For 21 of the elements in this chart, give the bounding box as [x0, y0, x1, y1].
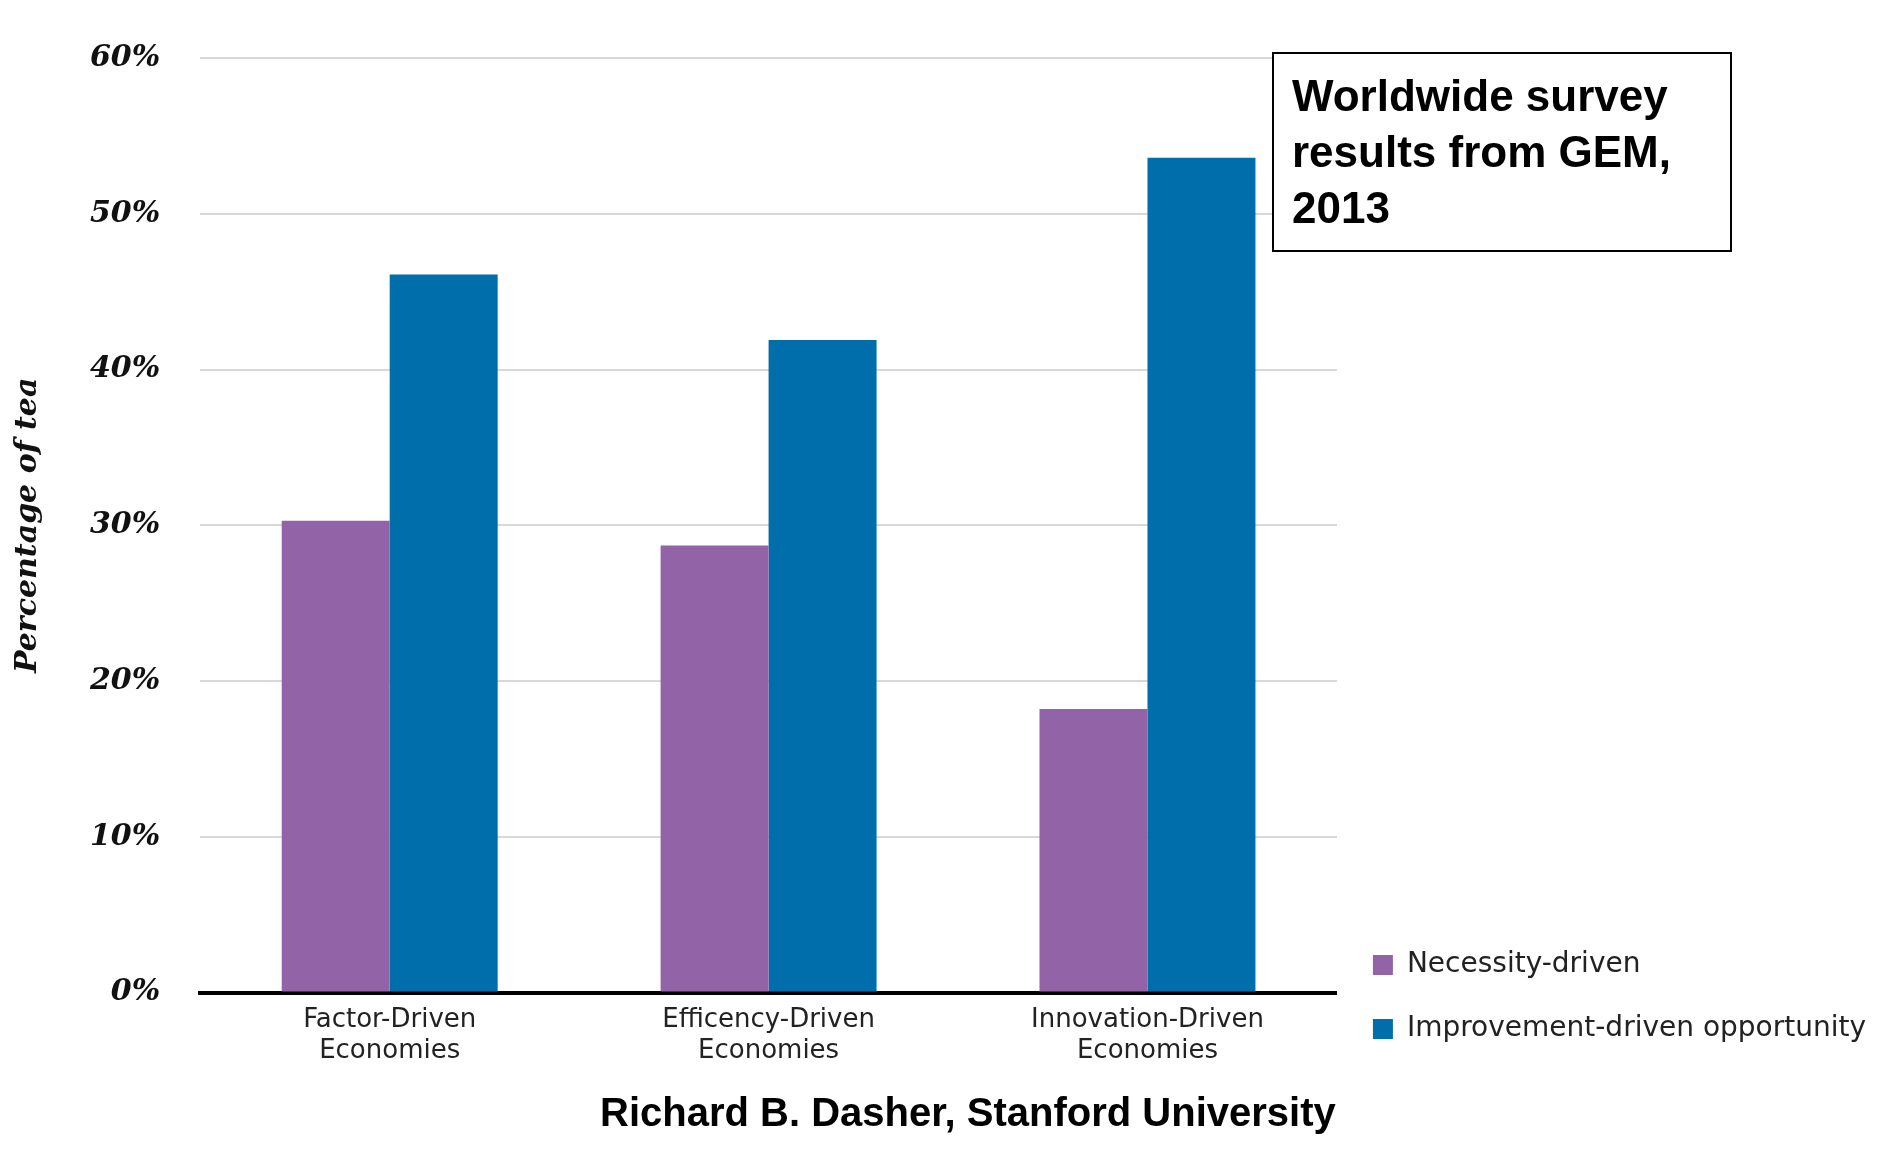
- y-tick-label: 40%: [89, 349, 161, 385]
- legend-label: Improvement-driven opportunity: [1406, 1010, 1867, 1044]
- legend-label: Necessity-driven: [1406, 946, 1641, 980]
- annotation: Worldwide survey results from GEM, 2013: [1272, 52, 1732, 252]
- text: Richard B. Dasher, Stanford University: [600, 1090, 1336, 1135]
- bar: [768, 339, 877, 992]
- x-tick-label: Efficency-Driven Economies: [662, 1002, 875, 1065]
- y-tick-label: 60%: [89, 37, 161, 73]
- y-tick-label: 20%: [88, 660, 161, 696]
- x-tick-label: Factor-Driven Economies: [303, 1002, 477, 1065]
- y-tick-label: 0%: [110, 972, 161, 1008]
- y-tick-label: 50%: [89, 193, 161, 229]
- y-axis-title: Percentage of tea: [7, 377, 43, 674]
- bar: [660, 545, 769, 992]
- bar: [281, 520, 390, 992]
- bar: [389, 274, 498, 992]
- y-tick-label: 30%: [89, 505, 161, 541]
- bar: [1039, 709, 1148, 992]
- y-tick-label: 10%: [89, 816, 161, 852]
- x-tick-label: Innovation-Driven Economies: [1031, 1002, 1264, 1065]
- bar: [1147, 157, 1256, 992]
